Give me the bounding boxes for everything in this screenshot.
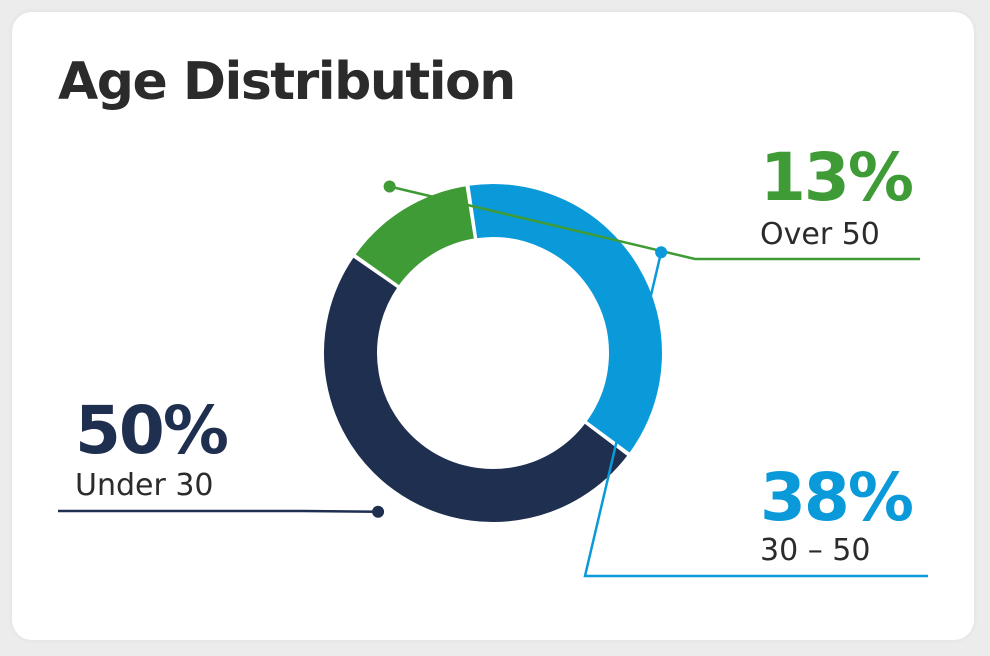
- leader-line-30-50: [583, 251, 928, 578]
- slice-over-50: [352, 183, 477, 288]
- slice-30-50: [467, 182, 664, 456]
- category-label-30-50: 30 – 50: [760, 533, 870, 568]
- category-label-under-30: Under 30: [75, 468, 214, 503]
- leader-line-over-50: [389, 185, 920, 261]
- leader-dot-30-50: [655, 246, 668, 259]
- leader-dot-under-30: [372, 505, 385, 518]
- callouts: 13%Over 50 38%30 – 50 50%Under 30: [58, 139, 928, 578]
- category-label-over-50: Over 50: [760, 217, 880, 252]
- leader-line-under-30: [58, 509, 379, 514]
- slice-under-30: [322, 254, 630, 524]
- value-label-under-30: 50%: [75, 392, 228, 469]
- value-label-over-50: 13%: [760, 139, 913, 216]
- chart-title: Age Distribution: [58, 52, 516, 112]
- donut-slices: [322, 182, 664, 524]
- chart-card: [12, 12, 974, 640]
- value-label-30-50: 38%: [760, 459, 913, 536]
- leader-dot-over-50: [383, 180, 396, 193]
